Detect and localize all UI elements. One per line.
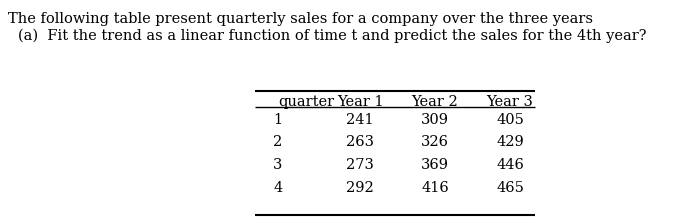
Text: 465: 465 (496, 180, 524, 194)
Text: 4: 4 (274, 180, 283, 194)
Text: 416: 416 (421, 180, 449, 194)
Text: quarter: quarter (278, 95, 334, 109)
Text: 263: 263 (346, 136, 374, 150)
Text: 405: 405 (496, 113, 524, 127)
Text: 369: 369 (421, 158, 449, 172)
Text: 273: 273 (346, 158, 374, 172)
Text: 309: 309 (421, 113, 449, 127)
Text: 326: 326 (421, 136, 449, 150)
Text: Year 3: Year 3 (486, 95, 533, 109)
Text: The following table present quarterly sales for a company over the three years: The following table present quarterly sa… (8, 12, 593, 26)
Text: (a)  Fit the trend as a linear function of time t and predict the sales for the : (a) Fit the trend as a linear function o… (18, 29, 647, 43)
Text: 241: 241 (346, 113, 374, 127)
Text: Year 2: Year 2 (412, 95, 458, 109)
Text: Year 1: Year 1 (337, 95, 384, 109)
Text: 3: 3 (273, 158, 283, 172)
Text: 429: 429 (496, 136, 524, 150)
Text: 446: 446 (496, 158, 524, 172)
Text: 1: 1 (274, 113, 283, 127)
Text: 292: 292 (346, 180, 374, 194)
Text: 2: 2 (274, 136, 283, 150)
